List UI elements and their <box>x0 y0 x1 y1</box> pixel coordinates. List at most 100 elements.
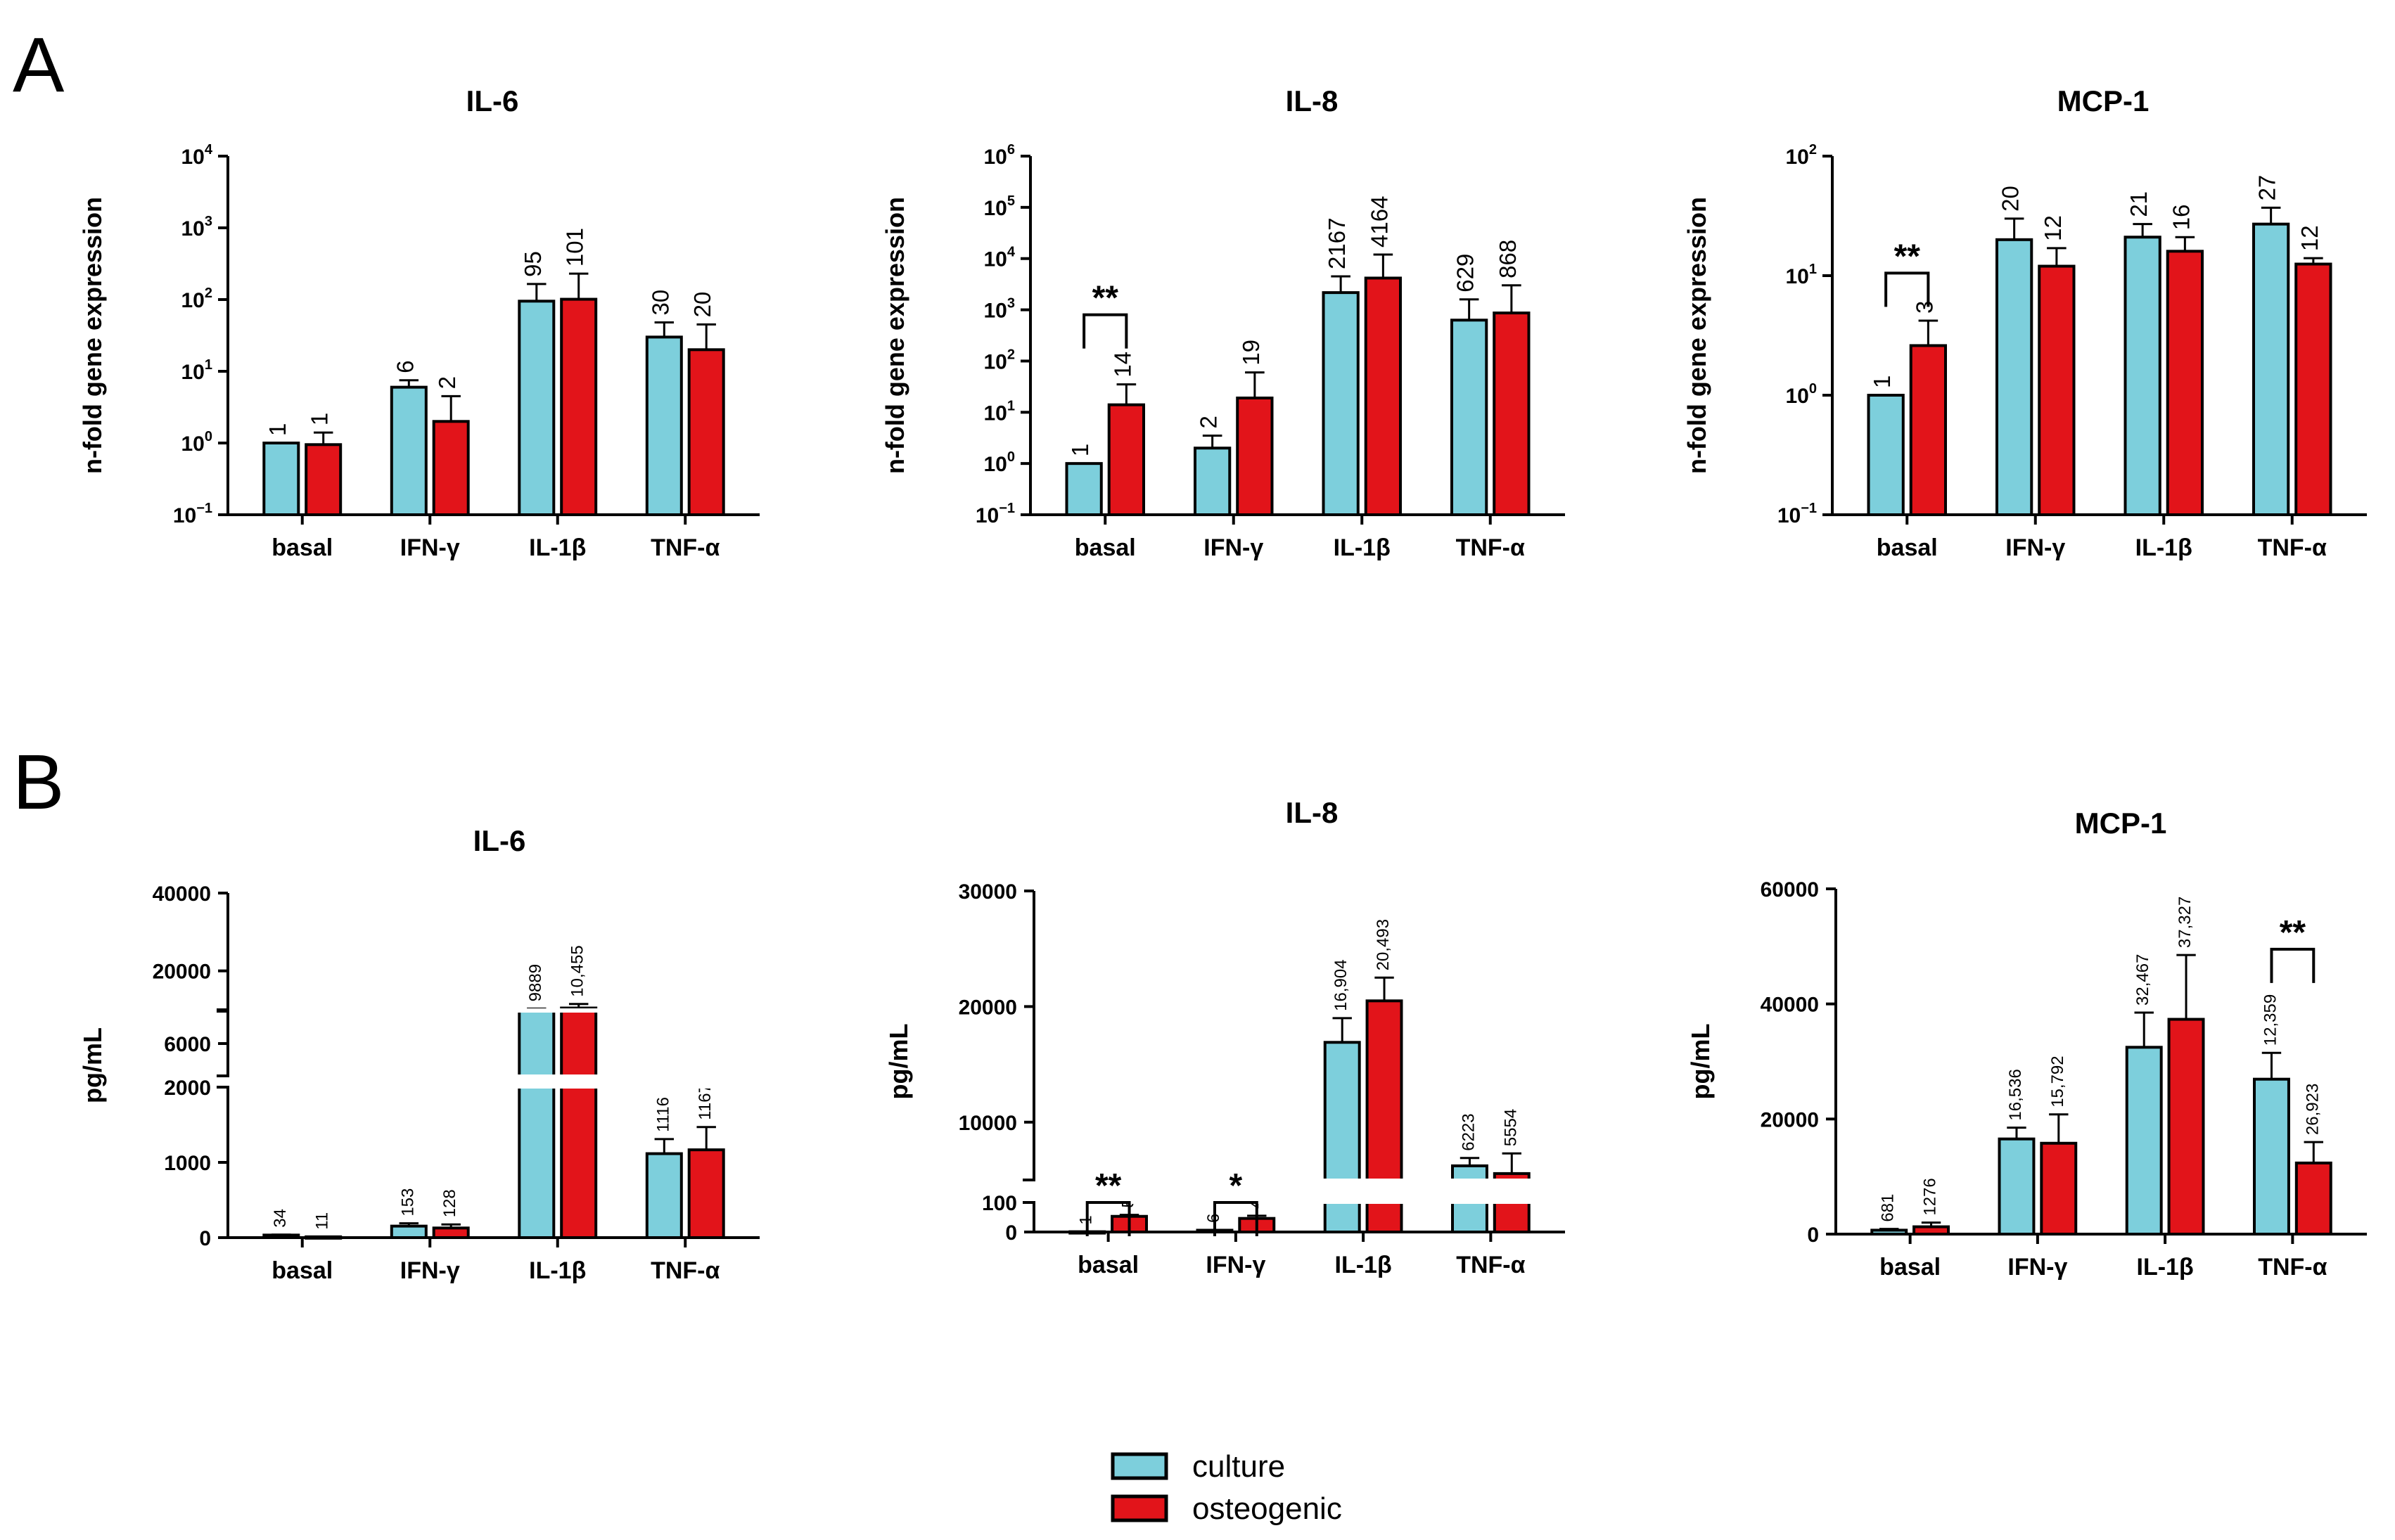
y-axis-label: pg/mL <box>1686 1024 1715 1100</box>
y-tick-label: 10−1 <box>1777 501 1817 527</box>
chart-b-mcp-1: MCP-1 pg/mL 0 20000 40000 60000 basal 681 1276 IF… <box>1686 807 2367 1281</box>
bar-osteogenic: 2 <box>432 376 470 516</box>
data-label: 26,923 <box>2303 1084 2322 1135</box>
data-label: 681 <box>1879 1194 1898 1222</box>
data-label: 34 <box>271 1209 290 1228</box>
bar-rect <box>2123 236 2161 516</box>
data-label: 37,327 <box>2176 897 2195 948</box>
bar-osteogenic: 20 <box>687 292 725 517</box>
data-label: 101 <box>562 228 588 267</box>
x-category-label: IFN-γ <box>400 1257 460 1284</box>
data-label: 14 <box>1109 352 1135 378</box>
data-label: 32,467 <box>2133 954 2152 1006</box>
y-tick-label: 106 <box>984 142 1016 169</box>
bar-rect <box>2253 1077 2290 1236</box>
y-axis-label: pg/mL <box>78 1027 107 1103</box>
y-axis-label: pg/mL <box>884 1024 913 1100</box>
x-category-label: TNF-α <box>1456 534 1525 561</box>
x-category-label: IL-1β <box>529 534 586 561</box>
y-tick-label: 0 <box>199 1227 211 1250</box>
bar-osteogenic: 1167 <box>687 1084 725 1239</box>
bar-culture: 6223 <box>1451 1113 1488 1234</box>
data-label: 629 <box>1452 254 1478 293</box>
x-category-label: basal <box>272 534 333 561</box>
data-label: 6 <box>392 360 418 373</box>
bar-rect <box>2125 1046 2163 1236</box>
bar-culture: 16,536 <box>1998 1069 2036 1236</box>
bar-rect <box>2294 1161 2332 1236</box>
significance-label: ** <box>1095 1167 1122 1205</box>
bar-rect <box>1322 291 1360 516</box>
x-category-label: TNF-α <box>651 1257 720 1284</box>
x-category-label: basal <box>1075 534 1136 561</box>
bar-culture: 32,467 <box>2125 954 2163 1236</box>
bar-osteogenic: 10,455 <box>560 945 598 1239</box>
bar-osteogenic: 12 <box>2038 215 2076 516</box>
data-label: 15,792 <box>2048 1055 2067 1107</box>
y-tick-label: 101 <box>181 357 213 384</box>
y-tick-label: 1000 <box>164 1152 211 1175</box>
x-category-label: IFN-γ <box>2007 1254 2067 1281</box>
bracket-line <box>1213 1201 1258 1236</box>
axis-break-gap <box>1037 1179 1568 1204</box>
bar-rect <box>305 443 343 517</box>
bar-osteogenic: 101 <box>560 228 598 516</box>
bracket-line <box>1085 1201 1131 1236</box>
panel-letter-a: A <box>13 22 65 108</box>
y-tick-label: 10−1 <box>976 501 1015 527</box>
bracket-line <box>1082 313 1128 349</box>
significance-label: * <box>1230 1167 1243 1205</box>
legend-osteogenic-label: osteogenic <box>1192 1491 1342 1526</box>
bar-culture: 2167 <box>1322 218 1360 516</box>
bar-culture: 629 <box>1450 254 1488 516</box>
y-tick-label: 40000 <box>153 883 211 906</box>
data-label: 16,536 <box>2006 1069 2025 1120</box>
bar-osteogenic: 868 <box>1493 240 1531 516</box>
significance-bracket: ** <box>1884 238 1930 307</box>
legend-culture-swatch <box>1111 1452 1168 1480</box>
y-tick-label: 103 <box>984 296 1016 323</box>
y-tick-label: 100 <box>181 429 213 456</box>
x-category-label: IL-1β <box>2135 534 2192 561</box>
bar-culture: 34 <box>262 1209 300 1240</box>
y-tick-label: 40000 <box>1761 994 1819 1017</box>
bar-rect <box>432 1226 470 1239</box>
bar-rect <box>518 1010 556 1239</box>
bar-rect <box>1065 462 1103 517</box>
chart-title: IL-8 <box>1286 796 1339 829</box>
data-label: 10,455 <box>568 945 587 996</box>
chart-title: IL-8 <box>1286 84 1339 117</box>
y-tick-label: 30000 <box>959 880 1017 904</box>
bar-rect <box>645 1152 683 1240</box>
data-label: 16,904 <box>1331 959 1350 1010</box>
bar-rect <box>1909 344 1948 516</box>
bar-rect <box>2167 1018 2205 1236</box>
y-tick-label: 102 <box>181 285 213 312</box>
bar-rect <box>390 385 428 517</box>
significance-label: ** <box>2280 914 2306 951</box>
y-tick-label: 100 <box>984 449 1016 476</box>
data-label: 1167 <box>696 1084 715 1120</box>
chart-title: IL-6 <box>466 84 519 117</box>
bar-rect <box>2038 264 2076 516</box>
bar-rect <box>432 420 470 516</box>
bar-culture: 681 <box>1870 1194 1908 1236</box>
chart-title: MCP-1 <box>2057 84 2150 117</box>
bar-rect <box>2294 262 2332 516</box>
data-label: 1 <box>307 413 333 425</box>
significance-label: ** <box>1894 238 1921 275</box>
x-category-label: IL-1β <box>529 1257 586 1284</box>
bar-osteogenic: 1 <box>305 413 343 517</box>
x-category-label: basal <box>1877 534 1938 561</box>
data-label: 27 <box>2254 175 2280 201</box>
data-label: 4164 <box>1366 196 1392 248</box>
bar-culture: 1 <box>1065 444 1103 517</box>
bar-culture: 1 <box>262 423 300 516</box>
axis-break-gap <box>231 1074 762 1089</box>
panel-letter-b: B <box>13 739 64 826</box>
x-category-label: IFN-γ <box>1206 1252 1265 1278</box>
y-tick-label: 0 <box>1807 1224 1819 1247</box>
data-label: 1 <box>1869 376 1895 388</box>
x-category-label: TNF-α <box>2258 1254 2327 1281</box>
bar-osteogenic: 4164 <box>1364 196 1402 516</box>
